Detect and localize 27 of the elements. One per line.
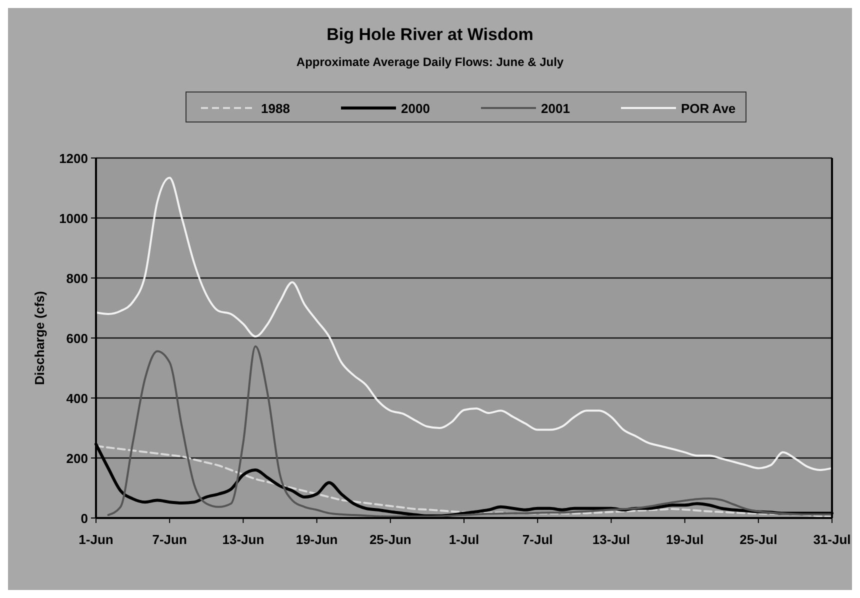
x-tick-label: 7-Jul: [522, 532, 553, 547]
y-axis-title: Discharge (cfs): [32, 291, 47, 385]
chart-subtitle: Approximate Average Daily Flows: June & July: [296, 55, 564, 69]
x-tick-label: 13-Jun: [222, 532, 264, 547]
legend-label: 1988: [261, 101, 290, 116]
x-tick-label: 31-Jul: [813, 532, 851, 547]
x-tick-label: 13-Jul: [592, 532, 630, 547]
x-tick-label: 1-Jun: [78, 532, 114, 547]
legend-label: 2000: [401, 101, 430, 116]
x-tick-label: 25-Jul: [740, 532, 778, 547]
y-tick-label: 1000: [59, 211, 88, 226]
x-tick-label: 19-Jun: [296, 532, 338, 547]
chart-title: Big Hole River at Wisdom: [326, 25, 534, 44]
line-series: [95, 176, 833, 471]
y-tick-label: 1200: [59, 151, 88, 166]
x-tick-label: 1-Jul: [448, 532, 480, 547]
x-tick-label: 7-Jun: [152, 532, 187, 547]
y-tick-label: 0: [80, 511, 88, 526]
y-tick-label: 400: [66, 391, 88, 406]
line-series: [107, 345, 833, 518]
y-tick-label: 600: [66, 331, 88, 346]
y-tick-label: 800: [66, 271, 88, 286]
legend-label: 2001: [541, 101, 570, 116]
y-tick-label: 200: [66, 451, 88, 466]
x-tick-label: 19-Jul: [666, 532, 704, 547]
x-tick-label: 25-Jun: [369, 532, 412, 547]
legend-label: POR Ave: [681, 101, 736, 116]
